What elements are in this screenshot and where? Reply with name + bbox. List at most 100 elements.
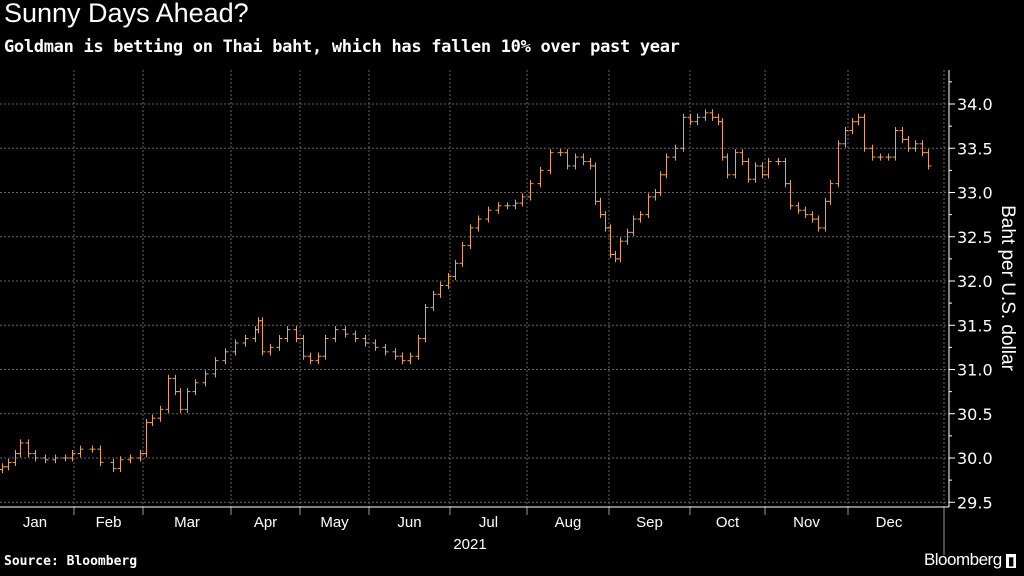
- ohlc-bar: [184, 388, 191, 413]
- source-note: Source: Bloomberg: [4, 554, 138, 569]
- y-axis-label: Baht per U.S. dollar: [997, 205, 1018, 371]
- ohlc-bar: [422, 304, 429, 343]
- ohlc-bar: [252, 326, 259, 343]
- ohlc-bar: [787, 180, 794, 210]
- ohlc-bar: [827, 180, 834, 205]
- ohlc-bar: [157, 405, 164, 422]
- ohlc-bar: [892, 127, 899, 161]
- ohlc-bar: [495, 202, 502, 214]
- y-tick-label: 29.5: [957, 493, 993, 512]
- ohlc-bar: [694, 113, 701, 126]
- ohlc-bar: [885, 153, 892, 161]
- ohlc-bar: [877, 153, 884, 161]
- ohlc-bar: [724, 153, 731, 179]
- ohlc-bar: [362, 334, 369, 347]
- ohlc-bar: [430, 290, 437, 312]
- x-axis-label: 2021: [453, 536, 486, 553]
- ohlc-bar: [485, 206, 492, 223]
- ohlc-bar: [62, 454, 69, 462]
- ohlc-bar: [519, 193, 526, 207]
- ohlc-bar: [795, 202, 802, 214]
- y-tick-label: 33.5: [957, 139, 993, 158]
- price-bars: [0, 109, 932, 474]
- ohlc-bar: [842, 127, 849, 148]
- ohlc-bar: [527, 180, 534, 201]
- ohlc-bar: [267, 343, 274, 356]
- ohlc-bar: [782, 157, 789, 188]
- y-tick-label: 31.5: [957, 316, 993, 335]
- ohlc-bar: [117, 456, 124, 473]
- ohlc-bar: [905, 135, 912, 152]
- ohlc-bar: [25, 439, 32, 458]
- ohlc-bar: [672, 144, 679, 161]
- ohlc-bar: [242, 334, 249, 347]
- x-tick-label: Jun: [397, 514, 421, 531]
- ohlc-bar: [617, 237, 624, 263]
- chart-title: Sunny Days Ahead?: [4, 0, 249, 28]
- ohlc-bar: [459, 242, 466, 267]
- ohlc-bar: [663, 153, 670, 179]
- ohlc-bar: [512, 199, 519, 210]
- ohlc-bar: [69, 450, 76, 462]
- x-tick-label: Sep: [636, 514, 663, 531]
- ohlc-bar: [110, 458, 117, 473]
- ohlc-bar: [52, 454, 59, 464]
- ohlc-bar: [445, 273, 452, 289]
- bloomberg-logo: Bloomberg ▮: [924, 550, 1016, 570]
- ohlc-bar: [232, 339, 239, 356]
- ohlc-bar: [17, 439, 24, 458]
- ohlc-bar: [687, 113, 694, 126]
- x-tick-label: Dec: [876, 514, 903, 531]
- ohlc-bar: [212, 357, 219, 378]
- x-tick-label: Feb: [96, 514, 122, 531]
- ohlc-bar: [637, 211, 644, 223]
- ohlc-bar: [745, 157, 752, 183]
- ohlc-bar: [97, 445, 104, 466]
- y-tick-label: 31.0: [957, 361, 993, 380]
- x-tick-label: Nov: [793, 514, 820, 531]
- ohlc-bar: [630, 215, 637, 236]
- y-tick-label: 30.0: [957, 449, 993, 468]
- ohlc-bar: [467, 224, 474, 250]
- ohlc-bar: [657, 171, 664, 197]
- x-tick-label: Oct: [716, 514, 740, 531]
- ohlc-bar: [42, 454, 49, 464]
- ohlc-bar: [802, 206, 809, 219]
- brand-text: Bloomberg: [923, 550, 1002, 569]
- ohlc-bar: [835, 140, 842, 188]
- ohlc-bar: [165, 374, 172, 413]
- ohlc-bar: [322, 334, 329, 360]
- chart-subtitle: Goldman is betting on Thai baht, which h…: [4, 37, 680, 57]
- ohlc-bar: [192, 379, 199, 396]
- ohlc-bar: [537, 166, 544, 188]
- ohlc-bar: [709, 109, 716, 121]
- ohlc-bar: [612, 250, 619, 263]
- ohlc-bar: [407, 352, 414, 365]
- ohlc-bar: [607, 224, 614, 258]
- ohlc-bar: [342, 326, 349, 338]
- ohlc-bar: [732, 149, 739, 179]
- ohlc-bar: [352, 330, 359, 343]
- ohlc-bar: [715, 113, 722, 126]
- ohlc-bar: [5, 458, 12, 471]
- ohlc-bar: [137, 450, 144, 462]
- ohlc-bar: [127, 454, 134, 464]
- ohlc-bar: [912, 140, 919, 152]
- ohlc-bar: [284, 326, 291, 343]
- ohlc-bar: [752, 162, 759, 183]
- x-tick-label: Aug: [555, 514, 582, 531]
- ohlc-bar: [719, 118, 726, 161]
- bloomberg-icon: ▮: [1005, 554, 1016, 568]
- ohlc-bar: [475, 215, 482, 232]
- y-tick-label: 34.0: [957, 95, 993, 114]
- ohlc-bar: [580, 153, 587, 166]
- ohlc-bar: [177, 388, 184, 413]
- ohlc-bar: [504, 202, 511, 210]
- ohlc-bar: [592, 162, 599, 205]
- ohlc-bar: [259, 317, 266, 356]
- ohlc-bar: [399, 352, 406, 365]
- ohlc-bar: [861, 113, 868, 152]
- ohlc-bar: [332, 326, 339, 343]
- y-tick-label: 33.0: [957, 184, 993, 203]
- y-tick-label: 32.5: [957, 228, 993, 247]
